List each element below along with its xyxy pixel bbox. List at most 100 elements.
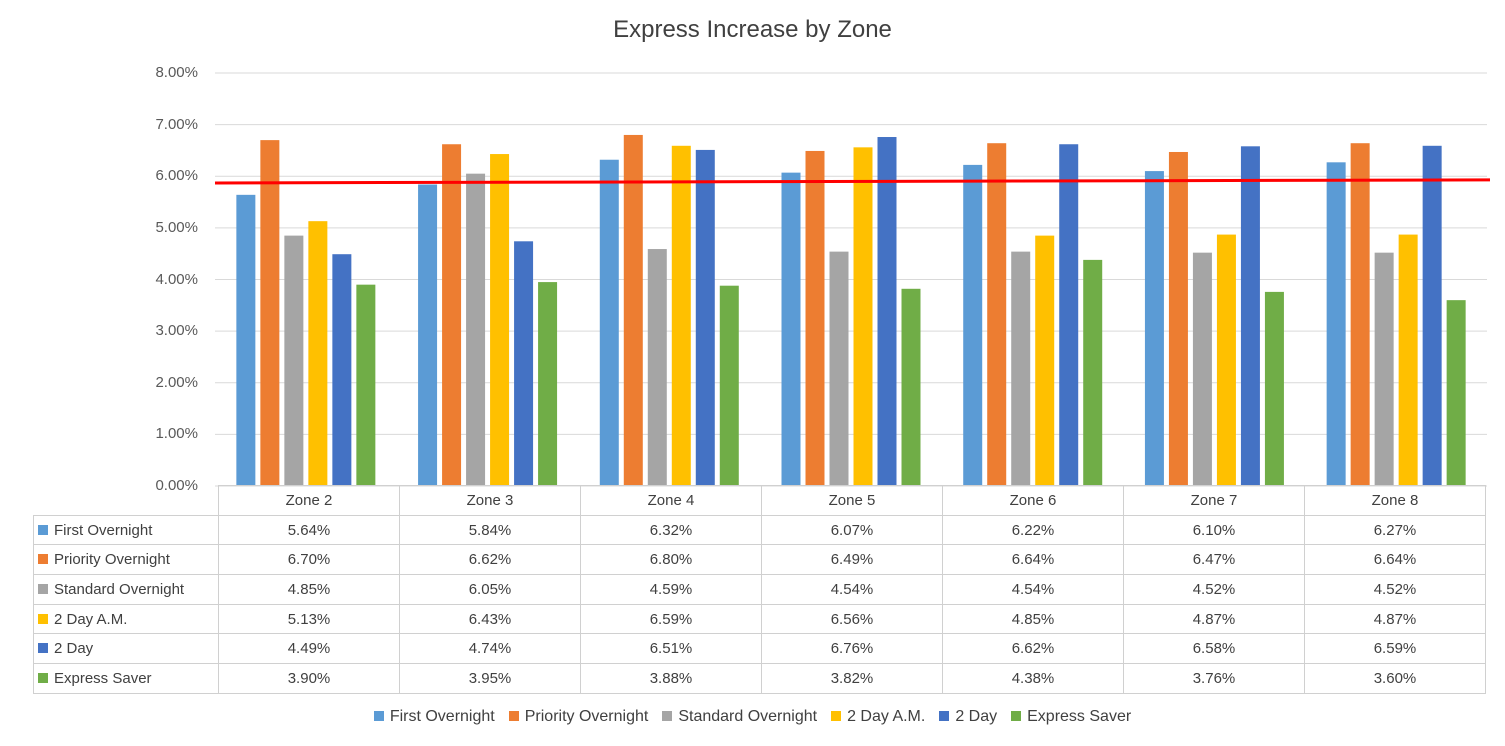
data-label: 6.47%	[1123, 544, 1305, 576]
data-label: 4.52%	[1123, 574, 1305, 605]
data-label: 6.10%	[1123, 514, 1305, 546]
series-swatch	[38, 643, 48, 654]
table-series-label: Express Saver	[33, 663, 219, 694]
bar	[514, 241, 534, 486]
series-swatch	[38, 672, 48, 683]
data-label: 5.84%	[399, 514, 581, 546]
data-label: 6.62%	[399, 544, 581, 576]
table-series-label: First Overnight	[33, 514, 219, 546]
data-label: 6.59%	[580, 603, 762, 635]
data-label: 6.80%	[580, 544, 762, 576]
y-tick-label: 7.00%	[155, 115, 198, 133]
bar	[284, 235, 304, 486]
bar	[987, 143, 1007, 486]
data-label: 4.59%	[580, 574, 762, 605]
bar	[853, 147, 873, 486]
series-swatch	[38, 613, 48, 624]
data-label: 6.62%	[942, 633, 1124, 665]
series-swatch	[38, 583, 48, 594]
table-row: 2 Day 4.49% 4.74% 6.51% 6.76% 6.62% 6.58% 6.59%	[33, 633, 1486, 665]
data-label: 6.43%	[399, 603, 581, 635]
legend-item: Standard Overnight	[662, 708, 817, 726]
bar	[1144, 171, 1164, 486]
series-swatch	[38, 554, 48, 565]
bar	[490, 154, 510, 486]
x-category-label: Zone 8	[1304, 485, 1486, 516]
bar	[695, 149, 715, 486]
data-label: 5.64%	[218, 514, 400, 546]
reference-line	[214, 178, 1491, 185]
data-label: 4.74%	[399, 633, 581, 665]
series-name: Standard Overnight	[54, 580, 185, 598]
data-label: 3.76%	[1123, 663, 1305, 694]
bar	[1422, 145, 1442, 486]
data-label: 5.13%	[218, 603, 400, 635]
table-series-label: Priority Overnight	[33, 544, 219, 576]
data-label: 4.54%	[942, 574, 1124, 605]
data-label: 6.27%	[1304, 514, 1486, 546]
bar	[1168, 151, 1188, 486]
x-category-label: Zone 6	[942, 485, 1124, 516]
legend-item: Express Saver	[1011, 708, 1131, 726]
bar	[308, 221, 328, 486]
data-label: 3.60%	[1304, 663, 1486, 694]
data-label: 6.56%	[761, 603, 943, 635]
bar	[1240, 146, 1260, 486]
data-table: Zone 2 Zone 3 Zone 4 Zone 5 Zone 6 Zone 7 Zone…	[33, 485, 1486, 694]
series-name: First Overnight	[54, 521, 153, 539]
bar	[1398, 234, 1418, 486]
table-row: Priority Overnight 6.70% 6.62% 6.80% 6.49% 6.…	[33, 544, 1486, 576]
table-row: 2 Day A.M. 5.13% 6.43% 6.59% 6.56% 4.85% 4.87%…	[33, 603, 1486, 635]
data-label: 6.22%	[942, 514, 1124, 546]
y-tick-label: 2.00%	[155, 373, 198, 391]
data-label: 3.95%	[399, 663, 581, 694]
legend-label: Standard Overnight	[678, 708, 818, 725]
data-label: 6.64%	[942, 544, 1124, 576]
legend-swatch	[939, 711, 950, 721]
data-label: 4.85%	[942, 603, 1124, 635]
data-label: 6.76%	[761, 633, 943, 665]
table-series-label: Standard Overnight	[33, 574, 219, 605]
y-tick-label: 8.00%	[155, 64, 198, 81]
legend-swatch	[508, 711, 519, 721]
legend-swatch	[373, 711, 384, 721]
series-name: Express Saver	[54, 669, 152, 687]
bar	[1216, 234, 1236, 486]
y-tick-label: 4.00%	[155, 270, 198, 288]
series-swatch	[38, 524, 48, 535]
legend-swatch	[831, 711, 842, 721]
table-corner	[33, 485, 219, 516]
data-label: 4.38%	[942, 663, 1124, 694]
legend-label: Priority Overnight	[524, 708, 649, 725]
bar	[1059, 144, 1079, 486]
legend-label: 2 Day	[955, 708, 998, 725]
y-tick-label: 1.00%	[155, 425, 198, 443]
data-label: 3.90%	[218, 663, 400, 694]
table-row: Standard Overnight 4.85% 6.05% 4.59% 4.54% 4.…	[33, 574, 1486, 605]
data-label: 6.59%	[1304, 633, 1486, 665]
data-label: 4.54%	[761, 574, 943, 605]
data-label: 6.49%	[761, 544, 943, 576]
bar	[260, 140, 280, 487]
bar	[963, 164, 983, 486]
data-label: 6.58%	[1123, 633, 1305, 665]
bar	[236, 194, 256, 486]
bar	[1446, 300, 1466, 486]
data-label: 6.05%	[399, 574, 581, 605]
legend-label: 2 Day A.M.	[847, 708, 926, 725]
bar	[829, 251, 849, 486]
bar	[442, 144, 462, 486]
table-row: Express Saver 3.90% 3.95% 3.88% 3.82% 4.38% 3.…	[33, 663, 1486, 694]
data-label: 4.87%	[1304, 603, 1486, 635]
bar	[1083, 259, 1103, 486]
legend-item: Priority Overnight	[508, 708, 649, 726]
data-label: 6.64%	[1304, 544, 1486, 576]
legend-label: First Overnight	[389, 708, 495, 725]
table-row: First Overnight 5.64% 5.84% 6.32% 6.07% 6.22%…	[33, 514, 1486, 546]
series-name: 2 Day	[54, 640, 94, 658]
bar	[1035, 235, 1055, 486]
data-label: 4.52%	[1304, 574, 1486, 605]
legend-item: 2 Day	[939, 708, 997, 726]
chart-plot-area	[214, 72, 1491, 487]
data-label: 6.32%	[580, 514, 762, 546]
